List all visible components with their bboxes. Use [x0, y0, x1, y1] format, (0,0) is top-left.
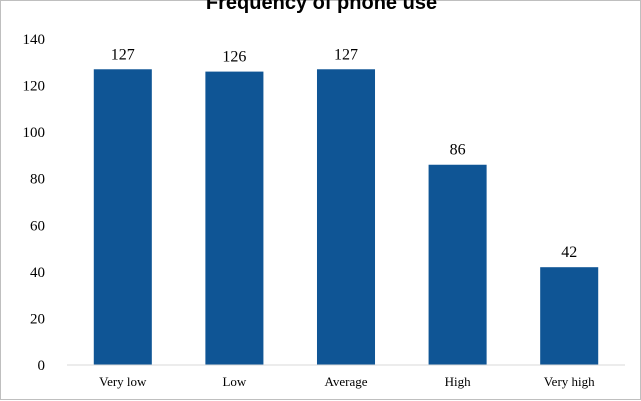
chart-title: Frequency of phone use [205, 0, 438, 14]
bar [205, 71, 264, 365]
x-category-label: High [445, 374, 472, 389]
data-label: 127 [334, 46, 358, 63]
bar [428, 164, 487, 365]
y-tick-label: 120 [23, 79, 46, 95]
data-label: 127 [111, 46, 135, 63]
y-tick-label: 100 [23, 125, 46, 141]
bars-group [93, 69, 599, 366]
bar [93, 69, 152, 366]
y-tick-label: 80 [30, 172, 45, 188]
x-category-label: Very high [544, 374, 595, 389]
data-label: 86 [450, 142, 466, 159]
x-axis-category-labels: Very low Low Average High Very high [99, 374, 595, 389]
data-label: 126 [222, 49, 246, 66]
y-tick-label: 60 [30, 218, 45, 234]
y-tick-label: 140 [23, 32, 46, 48]
x-category-label: Low [222, 374, 246, 389]
x-category-label: Very low [99, 374, 147, 389]
bar [316, 69, 376, 366]
y-tick-label: 0 [38, 358, 46, 374]
x-category-label: Average [324, 374, 367, 389]
data-labels-group: 127 126 127 86 42 [111, 46, 577, 261]
y-axis-tick-labels: 0 20 40 60 80 100 120 140 [23, 32, 46, 374]
bar [540, 267, 599, 365]
y-tick-label: 20 [30, 311, 45, 327]
data-label: 42 [561, 244, 577, 261]
y-tick-label: 40 [30, 265, 45, 281]
